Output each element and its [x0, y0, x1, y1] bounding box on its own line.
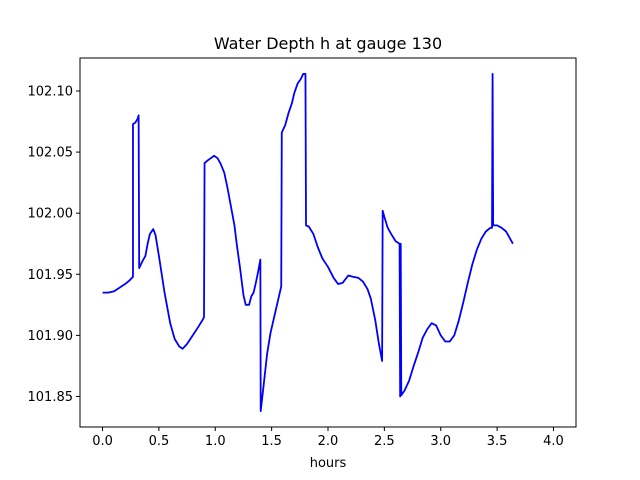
- x-tick-label: 4.0: [543, 434, 564, 449]
- x-tick-label: 0.5: [149, 434, 170, 449]
- x-tick-label: 1.5: [261, 434, 282, 449]
- plot-area: [102, 72, 514, 413]
- y-tick-label: 102.10: [28, 84, 74, 99]
- y-tick-label: 101.95: [28, 268, 74, 283]
- x-tick-label: 1.0: [205, 434, 226, 449]
- y-tick-label: 101.90: [28, 329, 74, 344]
- x-tick-label: 2.0: [318, 434, 339, 449]
- x-tick-label: 3.0: [430, 434, 451, 449]
- y-tick-label: 101.85: [28, 390, 74, 405]
- x-tick-label: 0.0: [92, 434, 113, 449]
- y-tick-label: 102.00: [28, 207, 74, 222]
- x-axis-label: hours: [310, 456, 347, 471]
- chart-title: Water Depth h at gauge 130: [214, 34, 442, 53]
- y-tick-label: 102.05: [28, 146, 74, 161]
- x-tick-label: 2.5: [374, 434, 395, 449]
- series-line: [102, 72, 514, 413]
- x-axis-ticks: 0.0 0.5 1.0 1.5 2.0 2.5 3.0 3.5 4.0: [92, 427, 564, 449]
- axes-frame: [79, 57, 577, 428]
- y-axis-ticks: 101.85 101.90 101.95 102.00 102.05 102.10: [28, 84, 80, 405]
- x-tick-label: 3.5: [487, 434, 508, 449]
